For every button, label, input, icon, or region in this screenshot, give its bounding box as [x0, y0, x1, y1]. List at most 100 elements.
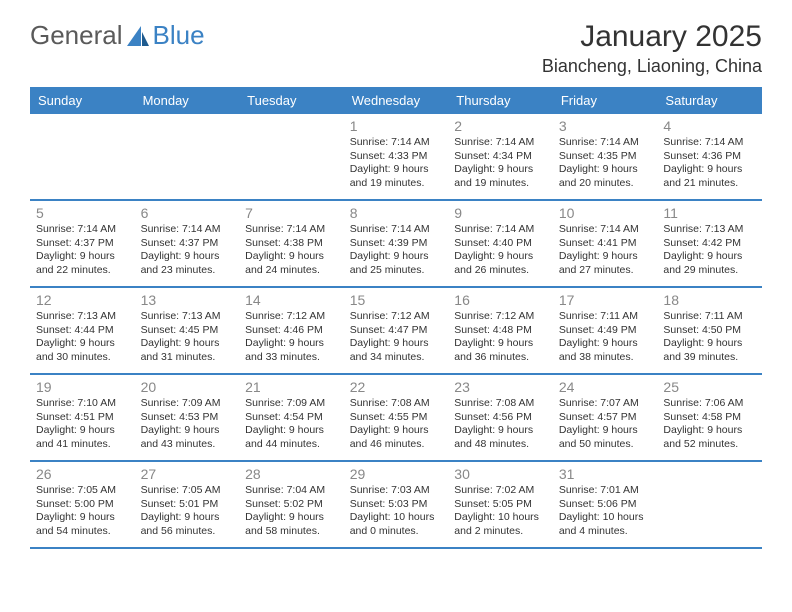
day-number: 3 [559, 118, 652, 134]
day-number: 5 [36, 205, 129, 221]
day-number: 25 [663, 379, 756, 395]
day-info: Sunrise: 7:08 AMSunset: 4:55 PMDaylight:… [350, 397, 443, 452]
day-info: Sunrise: 7:10 AMSunset: 4:51 PMDaylight:… [36, 397, 129, 452]
day-info: Sunrise: 7:04 AMSunset: 5:02 PMDaylight:… [245, 484, 338, 539]
day-info: Sunrise: 7:14 AMSunset: 4:34 PMDaylight:… [454, 136, 547, 191]
empty-cell [239, 114, 344, 199]
day-info: Sunrise: 7:13 AMSunset: 4:42 PMDaylight:… [663, 223, 756, 278]
day-cell: 18Sunrise: 7:11 AMSunset: 4:50 PMDayligh… [657, 288, 762, 373]
day-cell: 20Sunrise: 7:09 AMSunset: 4:53 PMDayligh… [135, 375, 240, 460]
day-info: Sunrise: 7:14 AMSunset: 4:33 PMDaylight:… [350, 136, 443, 191]
weekday-label: Friday [553, 87, 658, 114]
day-cell: 19 Sunrise: 7:10 AMSunset: 4:51 PMDayligh… [30, 375, 135, 460]
day-cell: 27 Sunrise: 7:05 AMSunset: 5:01 PMDayligh… [135, 462, 240, 547]
day-cell: 26Sunrise: 7:05 AMSunset: 5:00 PMDayligh… [30, 462, 135, 547]
weeks-container: 1 Sunrise: 7:14 AMSunset: 4:33 PMDaylight… [30, 114, 762, 549]
day-cell: 10 Sunrise: 7:14 AMSunset: 4:41 PMDayligh… [553, 201, 658, 286]
day-number: 21 [245, 379, 338, 395]
day-number: 28 [245, 466, 338, 482]
weekday-header: Sunday Monday Tuesday Wednesday Thursday… [30, 87, 762, 114]
weekday-label: Monday [135, 87, 240, 114]
logo-sail-icon [127, 26, 149, 46]
day-number: 27 [141, 466, 234, 482]
day-number: 15 [350, 292, 443, 308]
logo-word1: General [30, 20, 123, 51]
day-number: 8 [350, 205, 443, 221]
header: General Blue January 2025 Biancheng, Lia… [30, 20, 762, 77]
day-info: Sunrise: 7:08 AMSunset: 4:56 PMDaylight:… [454, 397, 547, 452]
day-cell: 7 Sunrise: 7:14 AMSunset: 4:38 PMDaylight… [239, 201, 344, 286]
day-number: 17 [559, 292, 652, 308]
day-cell: 4Sunrise: 7:14 AMSunset: 4:36 PMDaylight… [657, 114, 762, 199]
day-number: 14 [245, 292, 338, 308]
day-cell: 23 Sunrise: 7:08 AMSunset: 4:56 PMDayligh… [448, 375, 553, 460]
day-info: Sunrise: 7:13 AMSunset: 4:45 PMDaylight:… [141, 310, 234, 365]
day-info: Sunrise: 7:14 AMSunset: 4:37 PMDaylight:… [36, 223, 129, 278]
day-info: Sunrise: 7:14 AMSunset: 4:40 PMDaylight:… [454, 223, 547, 278]
day-cell: 31 Sunrise: 7:01 AMSunset: 5:06 PMDayligh… [553, 462, 658, 547]
title-block: January 2025 Biancheng, Liaoning, China [542, 20, 762, 77]
day-number: 22 [350, 379, 443, 395]
day-cell: 30Sunrise: 7:02 AMSunset: 5:05 PMDayligh… [448, 462, 553, 547]
day-number: 16 [454, 292, 547, 308]
day-info: Sunrise: 7:03 AMSunset: 5:03 PMDaylight:… [350, 484, 443, 539]
day-number: 6 [141, 205, 234, 221]
day-cell: 3 Sunrise: 7:14 AMSunset: 4:35 PMDaylight… [553, 114, 658, 199]
day-cell: 22 Sunrise: 7:08 AMSunset: 4:55 PMDayligh… [344, 375, 449, 460]
day-cell: 21 Sunrise: 7:09 AMSunset: 4:54 PMDayligh… [239, 375, 344, 460]
week-row: 5 Sunrise: 7:14 AMSunset: 4:37 PMDaylight… [30, 201, 762, 288]
location: Biancheng, Liaoning, China [542, 56, 762, 77]
logo: General Blue [30, 20, 205, 51]
day-cell: 16 Sunrise: 7:12 AMSunset: 4:48 PMDayligh… [448, 288, 553, 373]
day-number: 19 [36, 379, 129, 395]
day-info: Sunrise: 7:12 AMSunset: 4:47 PMDaylight:… [350, 310, 443, 365]
day-cell: 25 Sunrise: 7:06 AMSunset: 4:58 PMDayligh… [657, 375, 762, 460]
weekday-label: Wednesday [344, 87, 449, 114]
day-number: 1 [350, 118, 443, 134]
week-row: 26Sunrise: 7:05 AMSunset: 5:00 PMDayligh… [30, 462, 762, 549]
day-info: Sunrise: 7:14 AMSunset: 4:41 PMDaylight:… [559, 223, 652, 278]
weekday-label: Thursday [448, 87, 553, 114]
week-row: 1 Sunrise: 7:14 AMSunset: 4:33 PMDaylight… [30, 114, 762, 201]
weekday-label: Saturday [657, 87, 762, 114]
day-info: Sunrise: 7:09 AMSunset: 4:53 PMDaylight:… [141, 397, 234, 452]
day-info: Sunrise: 7:14 AMSunset: 4:38 PMDaylight:… [245, 223, 338, 278]
day-info: Sunrise: 7:11 AMSunset: 4:49 PMDaylight:… [559, 310, 652, 365]
day-cell: 6 Sunrise: 7:14 AMSunset: 4:37 PMDaylight… [135, 201, 240, 286]
day-number: 31 [559, 466, 652, 482]
day-number: 29 [350, 466, 443, 482]
day-info: Sunrise: 7:09 AMSunset: 4:54 PMDaylight:… [245, 397, 338, 452]
day-number: 12 [36, 292, 129, 308]
weekday-label: Tuesday [239, 87, 344, 114]
day-cell: 12 Sunrise: 7:13 AMSunset: 4:44 PMDayligh… [30, 288, 135, 373]
day-number: 26 [36, 466, 129, 482]
day-cell: 14 Sunrise: 7:12 AMSunset: 4:46 PMDayligh… [239, 288, 344, 373]
day-cell: 17 Sunrise: 7:11 AMSunset: 4:49 PMDayligh… [553, 288, 658, 373]
day-number: 23 [454, 379, 547, 395]
empty-cell [657, 462, 762, 547]
day-cell: 11Sunrise: 7:13 AMSunset: 4:42 PMDayligh… [657, 201, 762, 286]
day-number: 9 [454, 205, 547, 221]
day-number: 7 [245, 205, 338, 221]
week-row: 12 Sunrise: 7:13 AMSunset: 4:44 PMDayligh… [30, 288, 762, 375]
day-cell: 5 Sunrise: 7:14 AMSunset: 4:37 PMDaylight… [30, 201, 135, 286]
day-info: Sunrise: 7:14 AMSunset: 4:37 PMDaylight:… [141, 223, 234, 278]
day-number: 10 [559, 205, 652, 221]
day-info: Sunrise: 7:05 AMSunset: 5:01 PMDaylight:… [141, 484, 234, 539]
day-info: Sunrise: 7:12 AMSunset: 4:46 PMDaylight:… [245, 310, 338, 365]
day-info: Sunrise: 7:06 AMSunset: 4:58 PMDaylight:… [663, 397, 756, 452]
day-number: 4 [663, 118, 756, 134]
day-info: Sunrise: 7:13 AMSunset: 4:44 PMDaylight:… [36, 310, 129, 365]
weekday-label: Sunday [30, 87, 135, 114]
week-row: 19 Sunrise: 7:10 AMSunset: 4:51 PMDayligh… [30, 375, 762, 462]
day-info: Sunrise: 7:01 AMSunset: 5:06 PMDaylight:… [559, 484, 652, 539]
empty-cell [30, 114, 135, 199]
day-cell: 1 Sunrise: 7:14 AMSunset: 4:33 PMDaylight… [344, 114, 449, 199]
day-info: Sunrise: 7:12 AMSunset: 4:48 PMDaylight:… [454, 310, 547, 365]
calendar: Sunday Monday Tuesday Wednesday Thursday… [30, 87, 762, 549]
day-cell: 28 Sunrise: 7:04 AMSunset: 5:02 PMDayligh… [239, 462, 344, 547]
day-number: 2 [454, 118, 547, 134]
day-cell: 29 Sunrise: 7:03 AMSunset: 5:03 PMDayligh… [344, 462, 449, 547]
day-info: Sunrise: 7:14 AMSunset: 4:35 PMDaylight:… [559, 136, 652, 191]
day-info: Sunrise: 7:14 AMSunset: 4:39 PMDaylight:… [350, 223, 443, 278]
